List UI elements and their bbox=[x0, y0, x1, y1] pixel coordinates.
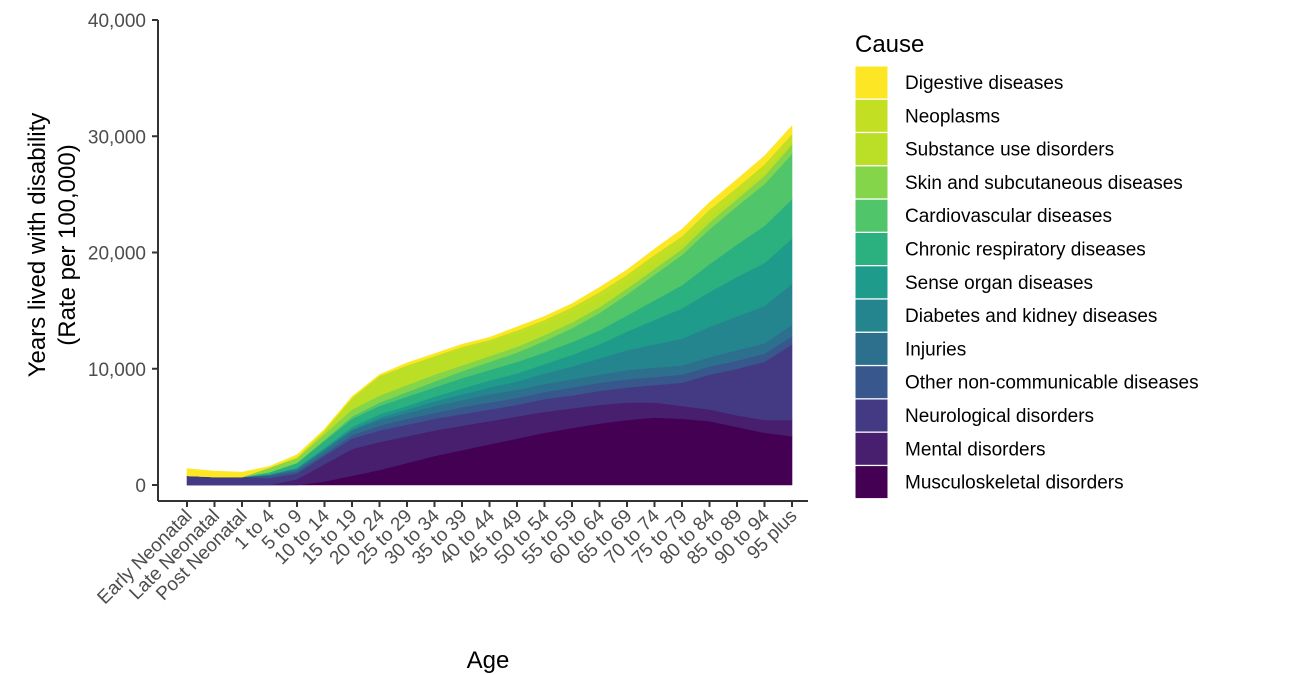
legend-label: Chronic respiratory diseases bbox=[905, 240, 1146, 261]
legend-title: Cause bbox=[855, 31, 924, 58]
legend-swatch bbox=[854, 431, 889, 466]
x-axis-title: Age bbox=[467, 647, 510, 674]
legend-swatch bbox=[854, 465, 889, 500]
legend-swatch bbox=[854, 232, 889, 266]
legend-label: Injuries bbox=[905, 339, 966, 360]
legend-swatch bbox=[854, 298, 889, 333]
legend-swatch bbox=[854, 132, 889, 167]
legend-swatch bbox=[854, 398, 889, 433]
legend-label: Substance use disorders bbox=[905, 140, 1114, 161]
legend-label: Other non-communicable diseases bbox=[905, 373, 1199, 394]
y-tick-label: 20,000 bbox=[88, 244, 146, 265]
stacked-areas bbox=[186, 125, 793, 486]
y-axis-title: Years lived with disability (Rate per 10… bbox=[24, 113, 81, 378]
legend-label: Mental disorders bbox=[905, 439, 1045, 460]
legend-swatch bbox=[854, 265, 889, 300]
y-ticks: 0 10,000 20,000 30,000 40,000 bbox=[88, 11, 158, 497]
y-tick-label: 40,000 bbox=[88, 11, 146, 32]
legend-swatch bbox=[854, 98, 889, 133]
legend-swatch bbox=[854, 365, 889, 400]
legend-label: Musculoskeletal disorders bbox=[905, 473, 1124, 494]
axes bbox=[157, 20, 808, 502]
legend-swatch bbox=[854, 198, 889, 233]
legend-label: Skin and subcutaneous diseases bbox=[905, 173, 1183, 194]
legend-label: Cardiovascular diseases bbox=[905, 206, 1112, 227]
legend: Cause Digestive diseases Neoplasms Substan… bbox=[854, 31, 1199, 500]
y-axis-title-line2: (Rate per 100,000) bbox=[54, 144, 81, 345]
legend-swatch bbox=[854, 331, 889, 366]
y-axis-title-line1: Years lived with disability bbox=[24, 113, 51, 378]
y-tick-label: 30,000 bbox=[88, 127, 146, 148]
y-tick-label: 0 bbox=[135, 476, 146, 497]
y-tick-label: 10,000 bbox=[88, 360, 146, 381]
legend-label: Sense organ diseases bbox=[905, 273, 1093, 294]
legend-label: Digestive diseases bbox=[905, 73, 1063, 94]
legend-swatch bbox=[854, 165, 889, 200]
legend-label: Neurological disorders bbox=[905, 406, 1094, 427]
area-digestive-diseases bbox=[186, 125, 793, 478]
legend-label: Diabetes and kidney diseases bbox=[905, 306, 1157, 327]
legend-label: Neoplasms bbox=[905, 106, 1000, 127]
legend-swatch bbox=[854, 65, 889, 100]
